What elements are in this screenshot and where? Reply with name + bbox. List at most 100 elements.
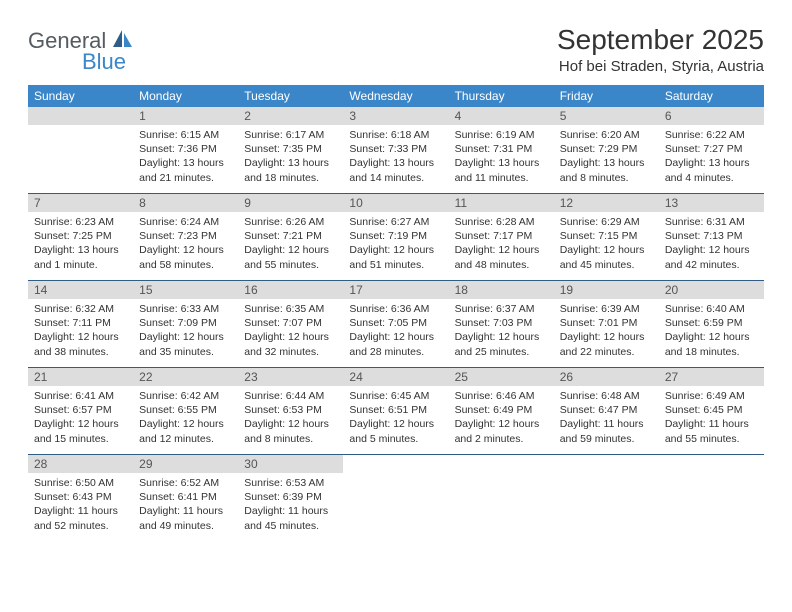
calendar-cell: 13Sunrise: 6:31 AMSunset: 7:13 PMDayligh… <box>659 194 764 280</box>
day-details: Sunrise: 6:42 AMSunset: 6:55 PMDaylight:… <box>133 386 238 452</box>
sunset: Sunset: 7:31 PM <box>455 142 548 156</box>
day-details <box>28 125 133 185</box>
day-details: Sunrise: 6:49 AMSunset: 6:45 PMDaylight:… <box>659 386 764 452</box>
calendar-cell <box>659 455 764 541</box>
sunset: Sunset: 6:55 PM <box>139 403 232 417</box>
calendar-cell: 20Sunrise: 6:40 AMSunset: 6:59 PMDayligh… <box>659 281 764 367</box>
day-number: 26 <box>554 368 659 386</box>
daylight: Daylight: 12 hours and 51 minutes. <box>349 243 442 271</box>
sunset: Sunset: 7:36 PM <box>139 142 232 156</box>
sunrise: Sunrise: 6:28 AM <box>455 215 548 229</box>
sunrise: Sunrise: 6:29 AM <box>560 215 653 229</box>
calendar-cell: 24Sunrise: 6:45 AMSunset: 6:51 PMDayligh… <box>343 368 448 454</box>
calendar-cell: 11Sunrise: 6:28 AMSunset: 7:17 PMDayligh… <box>449 194 554 280</box>
sunrise: Sunrise: 6:26 AM <box>244 215 337 229</box>
daylight: Daylight: 12 hours and 2 minutes. <box>455 417 548 445</box>
month-title: September 2025 <box>557 24 764 56</box>
sunset: Sunset: 6:53 PM <box>244 403 337 417</box>
daylight: Daylight: 11 hours and 49 minutes. <box>139 504 232 532</box>
sunset: Sunset: 6:47 PM <box>560 403 653 417</box>
calendar-cell: 25Sunrise: 6:46 AMSunset: 6:49 PMDayligh… <box>449 368 554 454</box>
calendar-cell: 27Sunrise: 6:49 AMSunset: 6:45 PMDayligh… <box>659 368 764 454</box>
sunrise: Sunrise: 6:23 AM <box>34 215 127 229</box>
sunset: Sunset: 7:19 PM <box>349 229 442 243</box>
daylight: Daylight: 11 hours and 55 minutes. <box>665 417 758 445</box>
day-details: Sunrise: 6:24 AMSunset: 7:23 PMDaylight:… <box>133 212 238 278</box>
sunrise: Sunrise: 6:19 AM <box>455 128 548 142</box>
day-details <box>659 473 764 533</box>
day-number: 8 <box>133 194 238 212</box>
daylight: Daylight: 11 hours and 59 minutes. <box>560 417 653 445</box>
sunrise: Sunrise: 6:27 AM <box>349 215 442 229</box>
day-number: 19 <box>554 281 659 299</box>
daylight: Daylight: 12 hours and 25 minutes. <box>455 330 548 358</box>
day-details <box>343 473 448 533</box>
brand-blue: Blue <box>82 51 133 73</box>
week-row: 1Sunrise: 6:15 AMSunset: 7:36 PMDaylight… <box>28 107 764 194</box>
sunset: Sunset: 7:13 PM <box>665 229 758 243</box>
sunrise: Sunrise: 6:39 AM <box>560 302 653 316</box>
week-row: 7Sunrise: 6:23 AMSunset: 7:25 PMDaylight… <box>28 194 764 281</box>
day-details: Sunrise: 6:36 AMSunset: 7:05 PMDaylight:… <box>343 299 448 365</box>
day-number: 30 <box>238 455 343 473</box>
sunrise: Sunrise: 6:53 AM <box>244 476 337 490</box>
daylight: Daylight: 11 hours and 52 minutes. <box>34 504 127 532</box>
day-number: 15 <box>133 281 238 299</box>
calendar-cell: 19Sunrise: 6:39 AMSunset: 7:01 PMDayligh… <box>554 281 659 367</box>
day-number: 22 <box>133 368 238 386</box>
week-row: 28Sunrise: 6:50 AMSunset: 6:43 PMDayligh… <box>28 455 764 541</box>
daylight: Daylight: 12 hours and 58 minutes. <box>139 243 232 271</box>
day-details: Sunrise: 6:52 AMSunset: 6:41 PMDaylight:… <box>133 473 238 539</box>
day-header: Tuesday <box>238 85 343 107</box>
day-number: 10 <box>343 194 448 212</box>
day-details: Sunrise: 6:37 AMSunset: 7:03 PMDaylight:… <box>449 299 554 365</box>
daylight: Daylight: 13 hours and 18 minutes. <box>244 156 337 184</box>
calendar-cell: 22Sunrise: 6:42 AMSunset: 6:55 PMDayligh… <box>133 368 238 454</box>
sunrise: Sunrise: 6:33 AM <box>139 302 232 316</box>
sunset: Sunset: 7:15 PM <box>560 229 653 243</box>
day-number: 14 <box>28 281 133 299</box>
daylight: Daylight: 12 hours and 15 minutes. <box>34 417 127 445</box>
day-details: Sunrise: 6:41 AMSunset: 6:57 PMDaylight:… <box>28 386 133 452</box>
week-row: 14Sunrise: 6:32 AMSunset: 7:11 PMDayligh… <box>28 281 764 368</box>
sunset: Sunset: 7:29 PM <box>560 142 653 156</box>
daylight: Daylight: 12 hours and 22 minutes. <box>560 330 653 358</box>
calendar-cell: 9Sunrise: 6:26 AMSunset: 7:21 PMDaylight… <box>238 194 343 280</box>
day-details: Sunrise: 6:20 AMSunset: 7:29 PMDaylight:… <box>554 125 659 191</box>
sunset: Sunset: 7:09 PM <box>139 316 232 330</box>
sunrise: Sunrise: 6:22 AM <box>665 128 758 142</box>
sunset: Sunset: 7:33 PM <box>349 142 442 156</box>
day-number <box>554 455 659 473</box>
day-number: 27 <box>659 368 764 386</box>
calendar-cell: 28Sunrise: 6:50 AMSunset: 6:43 PMDayligh… <box>28 455 133 541</box>
day-details: Sunrise: 6:35 AMSunset: 7:07 PMDaylight:… <box>238 299 343 365</box>
sunrise: Sunrise: 6:44 AM <box>244 389 337 403</box>
day-header: Saturday <box>659 85 764 107</box>
day-details: Sunrise: 6:46 AMSunset: 6:49 PMDaylight:… <box>449 386 554 452</box>
calendar-cell: 12Sunrise: 6:29 AMSunset: 7:15 PMDayligh… <box>554 194 659 280</box>
day-number: 1 <box>133 107 238 125</box>
day-details: Sunrise: 6:22 AMSunset: 7:27 PMDaylight:… <box>659 125 764 191</box>
day-number: 5 <box>554 107 659 125</box>
sunrise: Sunrise: 6:20 AM <box>560 128 653 142</box>
day-number: 3 <box>343 107 448 125</box>
page: General Blue September 2025 Hof bei Stra… <box>0 0 792 565</box>
daylight: Daylight: 12 hours and 55 minutes. <box>244 243 337 271</box>
day-number: 13 <box>659 194 764 212</box>
day-number: 21 <box>28 368 133 386</box>
calendar-cell: 30Sunrise: 6:53 AMSunset: 6:39 PMDayligh… <box>238 455 343 541</box>
sunset: Sunset: 6:49 PM <box>455 403 548 417</box>
calendar-cell: 4Sunrise: 6:19 AMSunset: 7:31 PMDaylight… <box>449 107 554 193</box>
calendar-cell: 8Sunrise: 6:24 AMSunset: 7:23 PMDaylight… <box>133 194 238 280</box>
weeks-container: 1Sunrise: 6:15 AMSunset: 7:36 PMDaylight… <box>28 107 764 541</box>
day-details: Sunrise: 6:31 AMSunset: 7:13 PMDaylight:… <box>659 212 764 278</box>
day-number: 4 <box>449 107 554 125</box>
sunrise: Sunrise: 6:31 AM <box>665 215 758 229</box>
daylight: Daylight: 12 hours and 5 minutes. <box>349 417 442 445</box>
sunrise: Sunrise: 6:36 AM <box>349 302 442 316</box>
day-number: 20 <box>659 281 764 299</box>
day-details: Sunrise: 6:50 AMSunset: 6:43 PMDaylight:… <box>28 473 133 539</box>
calendar-cell: 21Sunrise: 6:41 AMSunset: 6:57 PMDayligh… <box>28 368 133 454</box>
calendar-cell: 1Sunrise: 6:15 AMSunset: 7:36 PMDaylight… <box>133 107 238 193</box>
daylight: Daylight: 13 hours and 14 minutes. <box>349 156 442 184</box>
